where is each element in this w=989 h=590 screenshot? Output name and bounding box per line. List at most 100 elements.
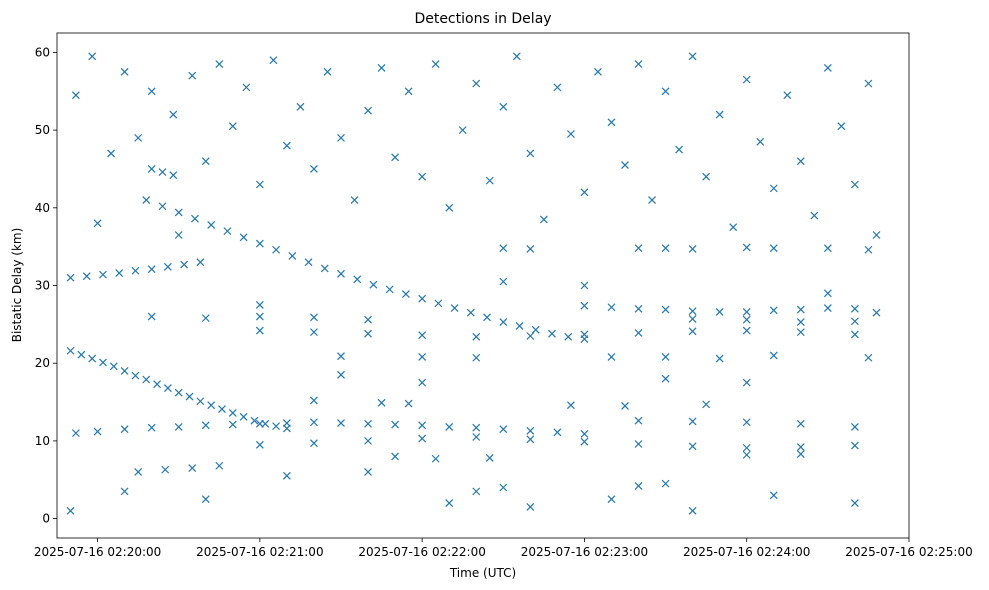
data-point [120, 487, 129, 496]
data-point [296, 102, 305, 111]
data-point [661, 353, 670, 361]
data-point [158, 168, 167, 176]
data-point [688, 327, 697, 336]
data-point [131, 371, 140, 380]
data-point [201, 495, 210, 504]
data-point [201, 314, 210, 323]
data-point [445, 422, 454, 431]
data-point [93, 427, 102, 436]
data-point [255, 312, 264, 321]
data-point [99, 358, 107, 367]
x-axis-ticks: 2025-07-16 02:20:00 2025-07-16 02:21:00 20… [34, 538, 973, 559]
data-point [147, 265, 156, 274]
x-tick-label: 2025-07-16 02:20:00 [34, 545, 161, 559]
data-point [404, 87, 413, 96]
data-point [169, 171, 178, 180]
data-point [539, 215, 548, 224]
data-point [255, 180, 264, 189]
data-point [337, 419, 345, 427]
y-tick-label: 20 [35, 356, 50, 370]
data-point [134, 133, 143, 142]
data-point [115, 269, 124, 277]
data-point [742, 326, 751, 335]
data-point [147, 165, 156, 173]
data-point [191, 214, 199, 223]
data-point [796, 450, 805, 459]
data-point [553, 83, 562, 92]
data-point [66, 273, 75, 282]
data-point [864, 245, 873, 254]
data-point [310, 328, 318, 337]
data-point [228, 420, 237, 429]
data-point [580, 188, 589, 197]
data-point [864, 353, 873, 362]
data-point [196, 397, 205, 406]
data-point [364, 329, 372, 338]
data-point [472, 433, 481, 441]
data-point [431, 60, 440, 69]
data-point [255, 326, 264, 335]
y-axis-ticks: 0 10 20 30 40 50 60 [35, 45, 57, 526]
data-point [594, 67, 602, 76]
data-point [161, 465, 170, 474]
data-point [201, 157, 210, 166]
data-point [850, 180, 859, 189]
x-axis-label: Time (UTC) [449, 566, 516, 580]
data-point [255, 300, 264, 309]
data-point [823, 64, 832, 72]
data-point [580, 301, 589, 310]
data-point [634, 244, 643, 253]
data-point [185, 392, 194, 401]
data-point [458, 126, 467, 135]
data-point [634, 416, 643, 425]
data-point [282, 419, 291, 427]
data-point [418, 172, 427, 181]
data-point [88, 52, 97, 61]
data-point [661, 244, 670, 253]
data-point [320, 264, 329, 273]
data-point [418, 378, 427, 387]
data-point [310, 439, 318, 448]
data-point [391, 452, 400, 461]
data-point [174, 388, 183, 397]
data-point [418, 434, 427, 443]
data-point [526, 426, 535, 435]
data-point [77, 350, 86, 359]
data-point [715, 354, 724, 363]
data-point [796, 419, 805, 428]
data-point [607, 118, 616, 127]
data-point [526, 245, 535, 253]
data-point [337, 269, 345, 278]
data-point [810, 211, 819, 220]
data-point [288, 252, 297, 260]
data-point [369, 280, 378, 289]
data-point [566, 130, 575, 138]
data-point [472, 423, 481, 432]
data-point [796, 305, 805, 314]
data-point [823, 304, 832, 312]
data-point [850, 499, 859, 507]
data-point [634, 482, 643, 490]
data-point [742, 443, 751, 452]
y-tick-label: 10 [35, 434, 50, 448]
data-point [99, 270, 107, 279]
data-point [634, 328, 643, 337]
data-point [796, 157, 805, 166]
x-tick-label: 2025-07-16 02:23:00 [521, 545, 648, 559]
data-point [180, 260, 189, 269]
data-point [120, 425, 129, 434]
data-point [147, 87, 156, 96]
data-point [310, 418, 318, 427]
data-point [850, 422, 859, 431]
data-point [377, 398, 386, 407]
data-point [196, 258, 205, 267]
data-point [364, 436, 372, 445]
data-point [823, 244, 832, 253]
data-point [66, 346, 75, 355]
data-point [364, 419, 372, 428]
data-point [282, 141, 291, 150]
data-point [142, 375, 151, 384]
data-point [715, 110, 724, 119]
